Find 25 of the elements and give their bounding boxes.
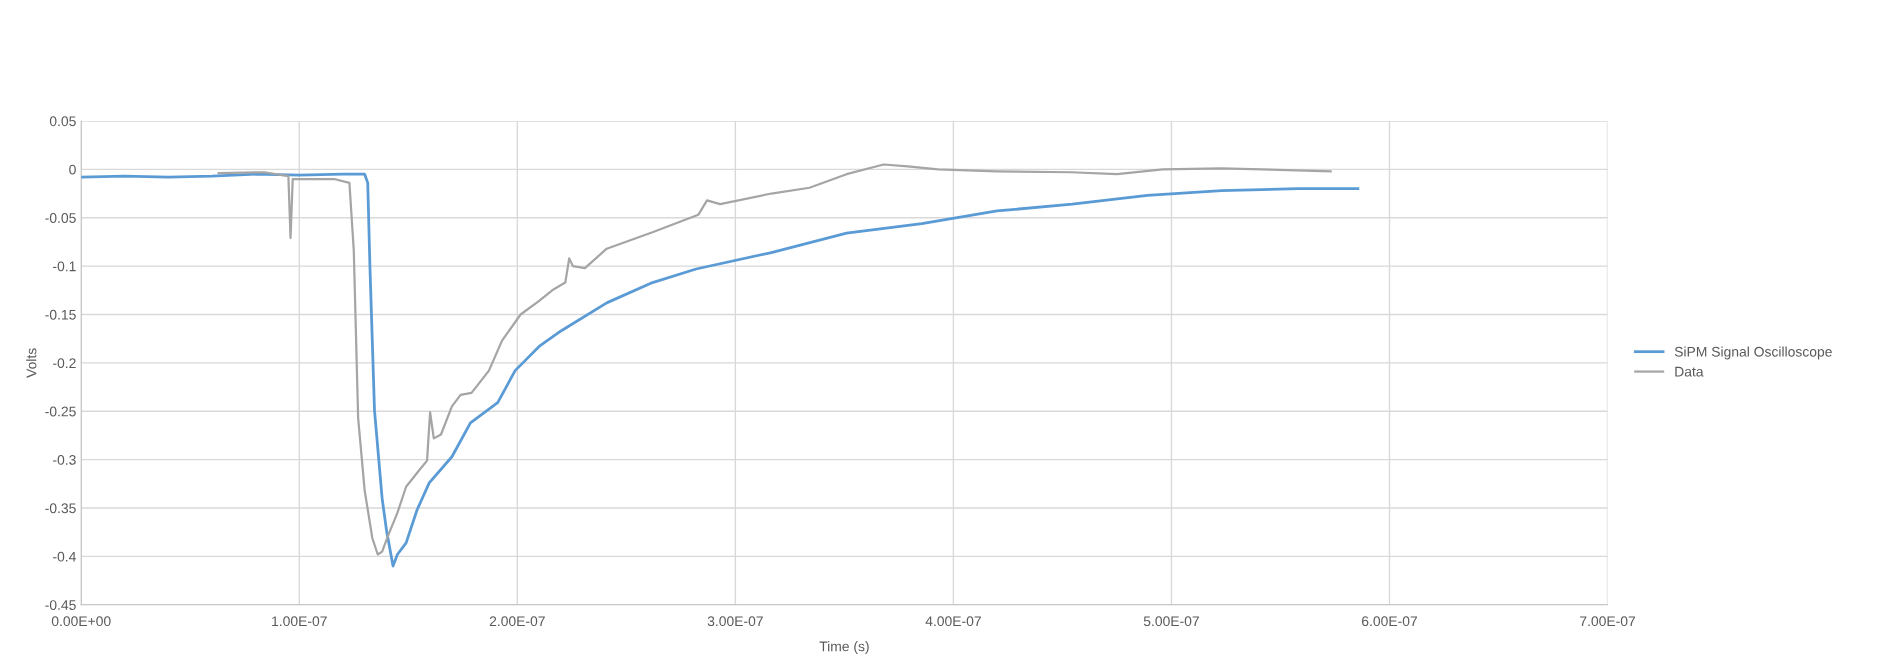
y-tick-label: -0.2: [53, 358, 76, 369]
x-tick-label: 3.00E-07: [707, 616, 763, 627]
x-tick-label: 2.00E-07: [489, 616, 545, 627]
y-axis-title: Volts: [26, 348, 37, 378]
x-tick-label: 7.00E-07: [1580, 616, 1636, 627]
y-tick-label: 0: [69, 164, 76, 175]
y-tick-label: 0.05: [49, 116, 76, 127]
x-tick-label: 5.00E-07: [1143, 616, 1199, 627]
y-tick-label: -0.35: [45, 503, 76, 514]
legend-label: Data: [1675, 366, 1704, 377]
y-tick-label: -0.05: [45, 213, 76, 223]
legend-label: SiPM Signal Oscilloscope: [1674, 346, 1832, 360]
y-tick-label: -0.1: [53, 261, 76, 272]
x-axis-title: Time (s): [819, 641, 869, 655]
x-tick-label: 4.00E-07: [925, 616, 981, 627]
y-tick-label: -0.45: [45, 600, 76, 610]
x-tick-label: 0.00E+00: [51, 616, 111, 627]
line-series: [217, 163, 1332, 556]
y-tick-label: -0.4: [53, 551, 76, 562]
y-tick-label: -0.25: [45, 406, 76, 417]
x-tick-label: 1.00E-07: [272, 616, 327, 627]
y-tick-label: -0.3: [53, 454, 76, 465]
x-tick-label: 6.00E-07: [1362, 616, 1417, 627]
y-tick-label: -0.15: [45, 309, 76, 320]
line-series: [81, 172, 1360, 568]
